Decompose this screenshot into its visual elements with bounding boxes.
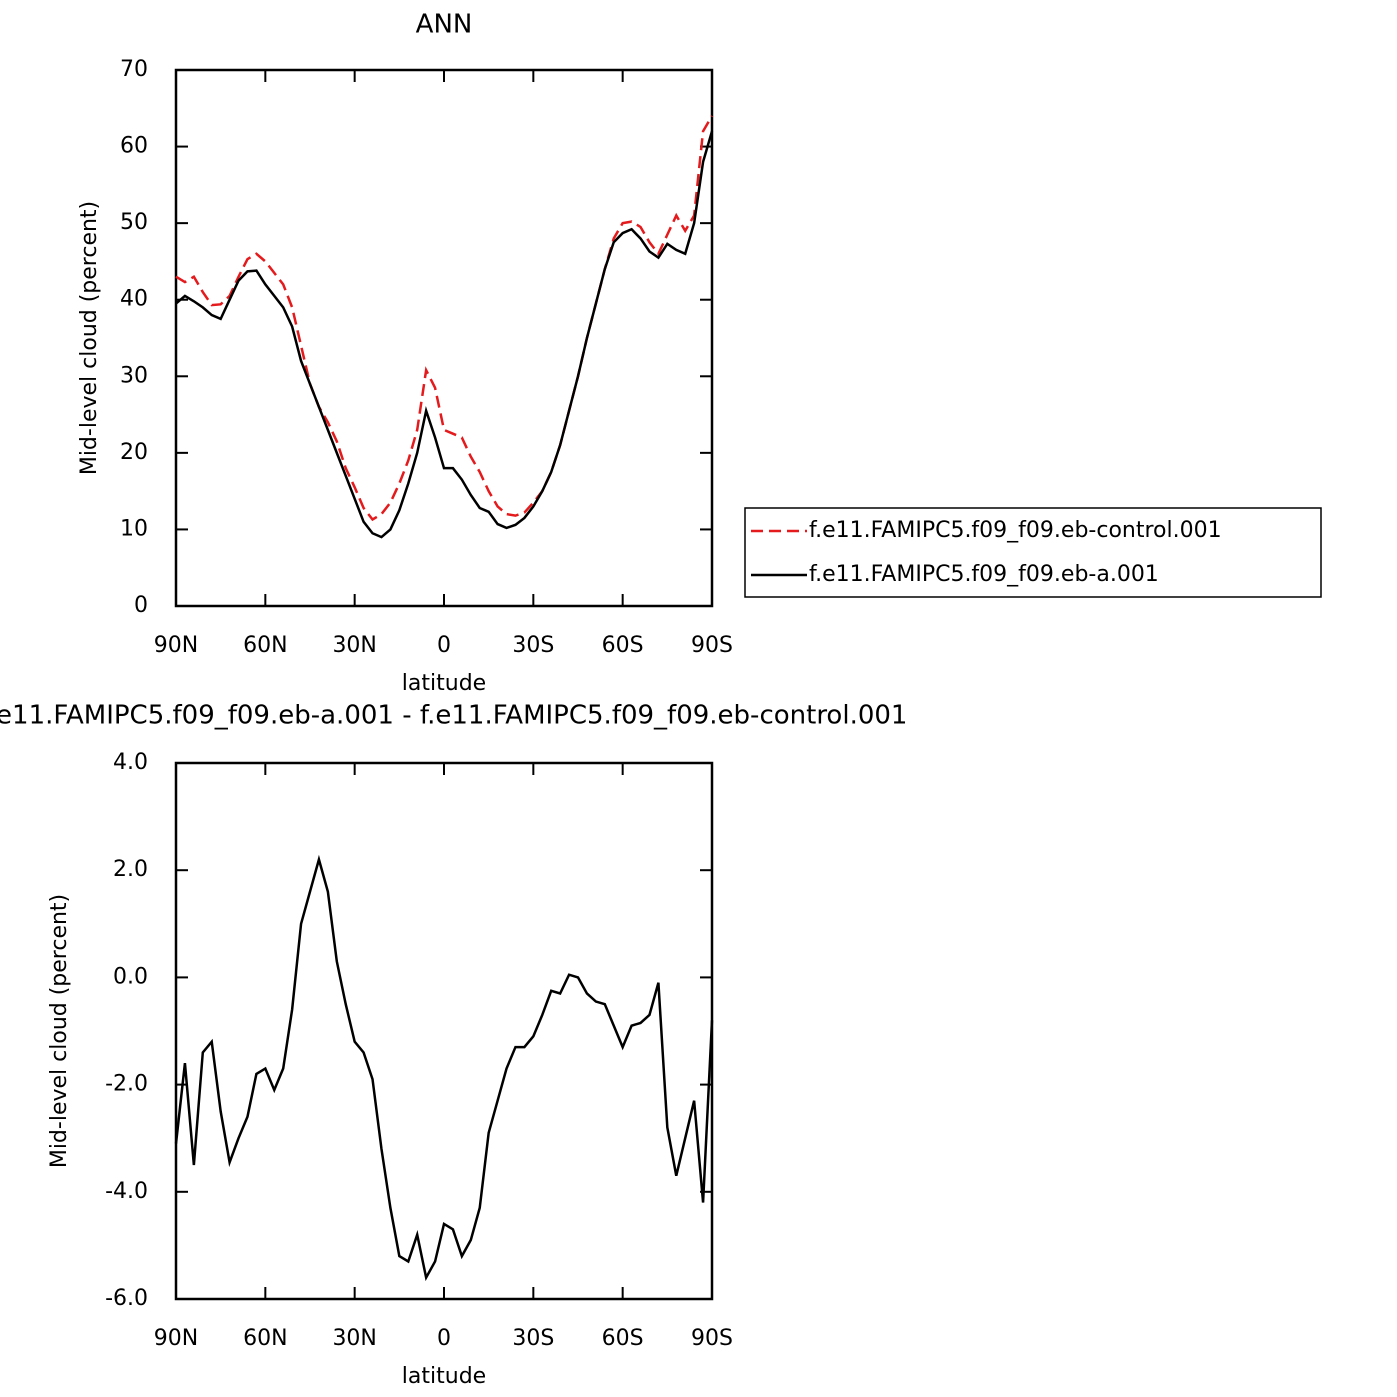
x-tick-label: 90N [154, 633, 198, 658]
x-tick-label: 0 [437, 633, 451, 658]
y-axis-label: Mid-level cloud (percent) [77, 201, 102, 475]
legend-box [744, 507, 1322, 598]
y-tick-label: 0.0 [113, 964, 148, 989]
y-tick-label: 30 [120, 363, 148, 388]
y-tick-label: 4.0 [113, 750, 148, 775]
x-tick-label: 90S [691, 1326, 733, 1351]
legend-label: f.e11.FAMIPC5.f09_f09.eb-control.001 [809, 518, 1222, 543]
x-tick-label: 60N [243, 1326, 287, 1351]
plot-frame [174, 68, 714, 608]
chart-title: f.e11.FAMIPC5.f09_f09.eb-a.001 - f.e11.F… [0, 701, 907, 731]
legend-label: f.e11.FAMIPC5.f09_f09.eb-a.001 [809, 562, 1159, 587]
x-tick-label: 30S [512, 633, 554, 658]
y-tick-label: 40 [120, 287, 148, 312]
data-line [175, 130, 714, 539]
x-axis-label: latitude [402, 671, 486, 696]
y-axis-label: Mid-level cloud (percent) [47, 894, 72, 1168]
y-tick-label: 20 [120, 440, 148, 465]
y-tick-label: -6.0 [105, 1286, 148, 1311]
y-tick-label: 2.0 [113, 857, 148, 882]
x-tick-label: 60S [602, 633, 644, 658]
y-tick-label: 10 [120, 516, 148, 541]
chart-title: ANN [416, 10, 473, 40]
x-tick-label: 0 [437, 1326, 451, 1351]
x-axis-label: latitude [402, 1364, 486, 1389]
y-tick-label: -2.0 [105, 1072, 148, 1097]
x-tick-label: 60N [243, 633, 287, 658]
data-line [175, 115, 714, 522]
y-tick-label: 60 [120, 134, 148, 159]
y-tick-label: 0 [134, 593, 148, 618]
y-tick-label: -4.0 [105, 1179, 148, 1204]
y-tick-label: 70 [120, 57, 148, 82]
x-tick-label: 90N [154, 1326, 198, 1351]
x-tick-label: 90S [691, 633, 733, 658]
x-tick-label: 30N [332, 633, 376, 658]
plot-frame [174, 761, 714, 1301]
data-line [174, 854, 714, 1282]
x-tick-label: 30N [332, 1326, 376, 1351]
x-tick-label: 30S [512, 1326, 554, 1351]
x-tick-label: 60S [602, 1326, 644, 1351]
y-tick-label: 50 [120, 210, 148, 235]
